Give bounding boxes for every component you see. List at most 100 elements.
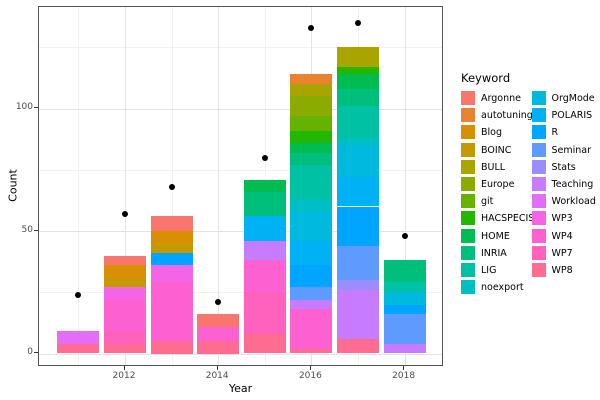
y-tick-label: 0 bbox=[27, 347, 33, 357]
bar-segment-Workload bbox=[57, 331, 100, 344]
x-axis-tick bbox=[309, 366, 311, 370]
bar-segment-Blog bbox=[104, 265, 146, 278]
legend-label-OrgMode: OrgMode bbox=[551, 93, 595, 104]
bar-segment-R bbox=[150, 253, 193, 266]
gridline-y-minor bbox=[39, 292, 442, 294]
bar-segment-POLARIS bbox=[337, 177, 379, 207]
legend-label-WP3: WP3 bbox=[551, 213, 573, 225]
bar-segment-INRIA bbox=[337, 88, 379, 107]
bar-segment-WP8 bbox=[337, 338, 379, 354]
bar-segment-Seminar bbox=[290, 287, 333, 300]
y-axis-tick bbox=[34, 107, 38, 108]
legend-swatch-POLARIS bbox=[531, 108, 546, 123]
bar-segment-Stats bbox=[337, 280, 379, 290]
legend-label-BOINC: BOINC bbox=[481, 144, 512, 156]
x-tick-label: 2018 bbox=[392, 371, 416, 381]
legend-title: Keyword bbox=[461, 71, 511, 85]
count-point bbox=[215, 299, 222, 306]
legend-label-Blog: Blog bbox=[481, 127, 502, 139]
legend-label-Teaching: Teaching bbox=[551, 179, 594, 190]
x-axis-tick bbox=[123, 366, 125, 370]
legend-swatch-Europe bbox=[461, 177, 475, 191]
y-tick-label: 100 bbox=[15, 102, 33, 112]
gridline-x-major bbox=[218, 7, 220, 365]
y-axis-title: Count bbox=[6, 169, 20, 202]
bar-segment-WP7 bbox=[104, 331, 146, 344]
legend-swatch-BULL bbox=[461, 159, 475, 174]
y-axis-tick bbox=[34, 352, 38, 353]
legend-swatch-Blog bbox=[461, 125, 475, 140]
legend-label-autotuning: autotuning bbox=[481, 110, 533, 122]
legend-label-BULL: BULL bbox=[481, 161, 506, 173]
legend-swatch-HACSPECIS bbox=[461, 211, 475, 226]
bar-segment-noexport bbox=[290, 199, 333, 212]
bar-segment-INRIA bbox=[383, 260, 426, 283]
legend-swatch-WP4 bbox=[531, 228, 546, 243]
legend-label-INRIA: INRIA bbox=[481, 247, 507, 259]
plot-panel bbox=[38, 6, 443, 366]
gridline-y-minor bbox=[39, 169, 442, 171]
count-point bbox=[122, 210, 128, 217]
legend-label-WP7: WP7 bbox=[551, 247, 573, 259]
legend-swatch-noexport bbox=[461, 280, 475, 295]
bar-segment-WP4 bbox=[290, 309, 333, 349]
gridline-x-major bbox=[404, 7, 406, 365]
bar-segment-WP8 bbox=[57, 343, 100, 354]
legend-swatch-Workload bbox=[531, 194, 546, 209]
bar-segment-HOME bbox=[337, 74, 379, 89]
bar-segment-noexport bbox=[337, 137, 379, 146]
bar-segment-WP3 bbox=[150, 265, 193, 283]
x-tick-label: 2012 bbox=[112, 371, 136, 381]
bar-segment-Teaching bbox=[243, 240, 286, 261]
gridline-y-major bbox=[39, 353, 442, 355]
x-axis-tick bbox=[216, 366, 218, 370]
legend-swatch-LIG bbox=[461, 263, 475, 277]
count-point bbox=[261, 154, 268, 161]
bar-segment-Teaching bbox=[337, 289, 379, 339]
bar-segment-Blog bbox=[150, 231, 193, 244]
bar-segment-OrgMode bbox=[290, 211, 333, 241]
x-tick-label: 2014 bbox=[205, 371, 229, 381]
bar-segment-WP8 bbox=[104, 343, 146, 354]
legend-label-LIG: LIG bbox=[481, 265, 497, 276]
bar-segment-WP4 bbox=[243, 260, 286, 293]
gridline-y-major bbox=[39, 231, 442, 232]
bar-segment-LIG bbox=[337, 106, 379, 138]
gridline-y-minor bbox=[39, 47, 442, 49]
legend-swatch-Stats bbox=[531, 159, 546, 174]
legend-label-Stats: Stats bbox=[551, 161, 576, 173]
legend-swatch-INRIA bbox=[461, 245, 475, 260]
count-point bbox=[168, 183, 175, 190]
count-point bbox=[355, 19, 361, 26]
bar-segment-WP8 bbox=[197, 341, 240, 354]
legend-swatch-BOINC bbox=[461, 142, 475, 157]
bar-segment-BOINC bbox=[150, 243, 193, 254]
legend-swatch-WP3 bbox=[531, 211, 546, 226]
bar-segment-HOME bbox=[243, 179, 286, 192]
count-point bbox=[401, 232, 408, 239]
legend-label-WP8: WP8 bbox=[551, 265, 573, 276]
legend-label-noexport: noexport bbox=[481, 282, 524, 294]
legend-swatch-WP8 bbox=[531, 263, 546, 277]
x-axis-title: Year bbox=[228, 382, 253, 395]
legend-label-git: git bbox=[481, 196, 494, 208]
bar-segment-WP8 bbox=[150, 341, 193, 354]
legend-label-POLARIS: POLARIS bbox=[551, 110, 593, 122]
gridline-x-major bbox=[125, 7, 126, 365]
legend-swatch-Seminar bbox=[531, 142, 546, 157]
legend-label-Seminar: Seminar bbox=[551, 144, 592, 156]
legend-swatch-WP7 bbox=[531, 245, 546, 260]
bar-segment-WP4 bbox=[150, 282, 193, 342]
legend-label-Argonne: Argonne bbox=[481, 93, 521, 104]
legend-swatch-OrgMode bbox=[531, 91, 546, 105]
bar-segment-POLARIS bbox=[243, 216, 286, 241]
bar-segment-WP4 bbox=[197, 326, 240, 342]
legend-label-Workload: Workload bbox=[551, 196, 596, 208]
bar-segment-R bbox=[383, 304, 426, 315]
gridline-y-major bbox=[39, 108, 442, 110]
legend-label-HACSPECIS: HACSPECIS bbox=[481, 213, 535, 225]
bar-segment-BULL bbox=[337, 47, 379, 67]
bar-segment-LIG bbox=[290, 164, 333, 200]
bar-segment-Seminar bbox=[337, 245, 379, 280]
